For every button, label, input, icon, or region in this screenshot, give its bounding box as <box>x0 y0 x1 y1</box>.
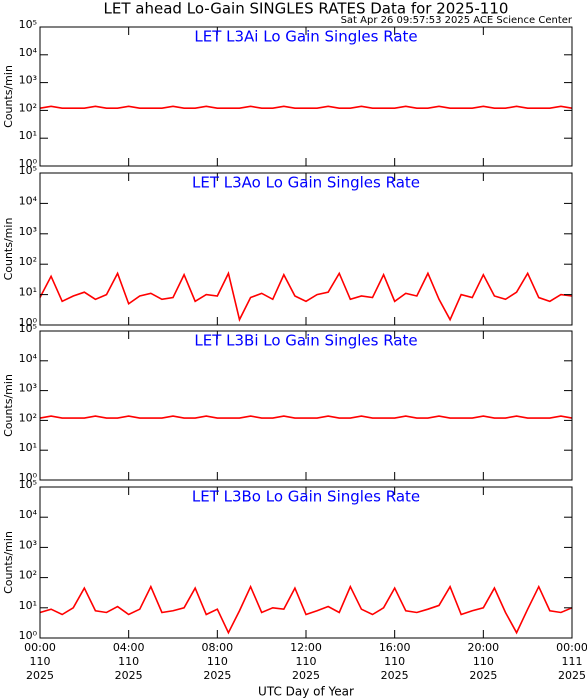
y-tick-label: 10¹ <box>19 286 37 299</box>
y-tick-label: 10² <box>19 411 37 424</box>
x-tick-label: 00:00 <box>24 641 56 654</box>
data-line <box>39 271 573 322</box>
y-tick-label: 10² <box>19 569 37 582</box>
x-tick-year: 2025 <box>115 669 143 682</box>
x-tick-label: 12:00 <box>290 641 322 654</box>
x-tick-label: 00:00 <box>556 641 587 654</box>
y-tick-label: 10³ <box>19 382 37 395</box>
x-tick-label: 20:00 <box>467 641 499 654</box>
x-tick-day: 110 <box>384 655 405 668</box>
y-axis-label: Counts/min <box>2 531 15 594</box>
y-tick-label: 10¹ <box>19 599 37 612</box>
y-tick-label: 10⁵ <box>19 164 37 177</box>
panel-title: LET L3Bo Lo Gain Singles Rate <box>192 488 420 506</box>
data-line <box>39 584 573 635</box>
y-tick-label: 10³ <box>19 225 37 238</box>
x-tick-label: 04:00 <box>113 641 145 654</box>
y-tick-label: 10⁵ <box>19 18 37 31</box>
y-tick-label: 10⁰ <box>19 629 38 642</box>
y-tick-label: 10⁰ <box>19 471 38 484</box>
x-tick-year: 2025 <box>203 669 231 682</box>
y-tick-label: 10³ <box>19 74 37 87</box>
data-line <box>39 105 573 109</box>
x-tick-day: 110 <box>473 655 494 668</box>
page-title: LET ahead Lo-Gain SINGLES RATES Data for… <box>104 0 509 18</box>
y-tick-label: 10² <box>19 255 37 268</box>
data-line <box>39 415 573 419</box>
y-tick-label: 10¹ <box>19 441 37 454</box>
y-tick-label: 10⁵ <box>19 478 37 491</box>
y-tick-label: 10⁰ <box>19 316 38 329</box>
x-tick-day: 111 <box>562 655 583 668</box>
x-tick-day: 110 <box>30 655 51 668</box>
x-tick-year: 2025 <box>292 669 320 682</box>
y-tick-label: 10⁰ <box>19 157 38 170</box>
y-tick-label: 10¹ <box>19 129 37 142</box>
y-tick-label: 10⁴ <box>19 194 38 207</box>
x-axis-label: UTC Day of Year <box>258 685 354 699</box>
y-tick-label: 10⁴ <box>19 352 38 365</box>
panel-title: LET L3Ai Lo Gain Singles Rate <box>194 28 417 46</box>
x-tick-year: 2025 <box>558 669 586 682</box>
y-axis-label: Counts/min <box>2 65 15 128</box>
y-tick-label: 10³ <box>19 538 37 551</box>
y-axis-label: Counts/min <box>2 374 15 437</box>
x-tick-day: 110 <box>207 655 228 668</box>
y-tick-label: 10⁴ <box>19 508 38 521</box>
y-tick-label: 10² <box>19 101 37 114</box>
x-tick-label: 08:00 <box>201 641 233 654</box>
panel-title: LET L3Bi Lo Gain Singles Rate <box>194 332 417 350</box>
y-axis-label: Counts/min <box>2 218 15 281</box>
y-tick-label: 10⁴ <box>19 46 38 59</box>
x-tick-year: 2025 <box>26 669 54 682</box>
x-tick-year: 2025 <box>469 669 497 682</box>
x-tick-year: 2025 <box>381 669 409 682</box>
y-tick-label: 10⁵ <box>19 322 37 335</box>
x-tick-day: 110 <box>118 655 139 668</box>
timestamp: Sat Apr 26 09:57:53 2025 ACE Science Cen… <box>341 15 573 26</box>
panel-title: LET L3Ao Lo Gain Singles Rate <box>192 174 420 192</box>
x-tick-day: 110 <box>296 655 317 668</box>
x-tick-label: 16:00 <box>379 641 411 654</box>
